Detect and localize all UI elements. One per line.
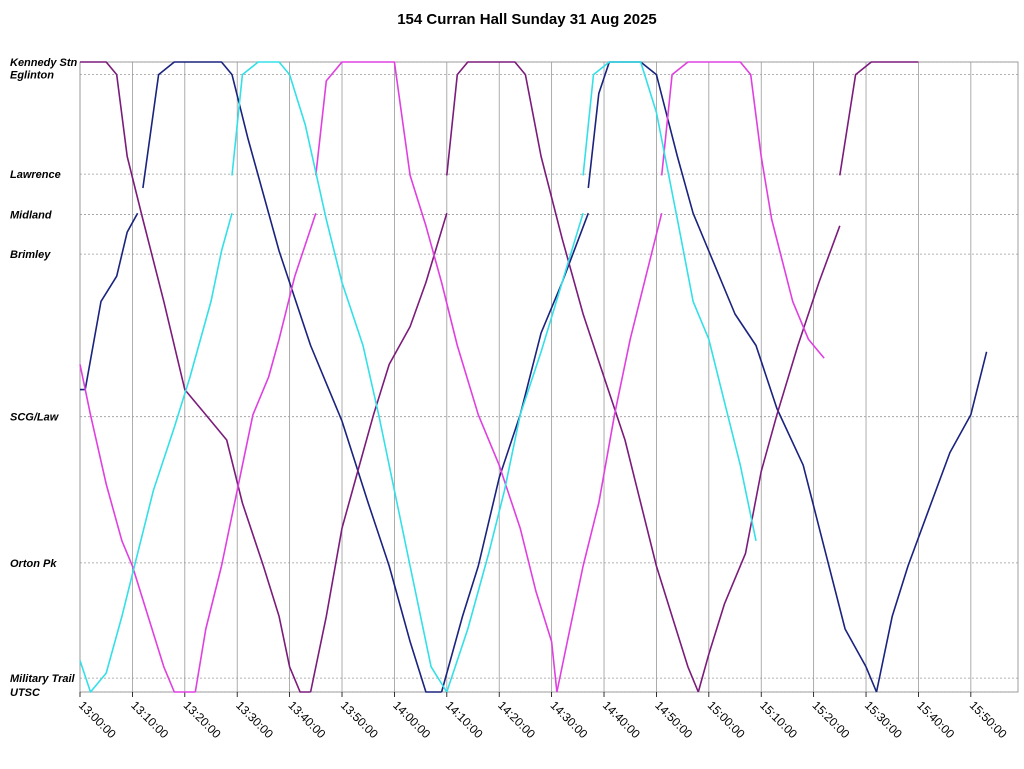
x-tick-label: 13:20:00 [181,698,224,741]
stop-label: Orton Pk [10,558,57,570]
series-lines [79,61,988,693]
x-tick-label: 14:00:00 [390,698,433,741]
x-tick-label: 14:30:00 [547,698,590,741]
plot-frame [79,61,1019,693]
bus-trip-line [79,364,196,693]
grid-lines [79,61,1019,697]
x-tick-labels: 13:00:00 13:10:00 13:20:00 13:30:00 13:40:00… [76,698,1010,741]
stop-label: Midland [10,209,52,221]
x-tick-label: 14:50:00 [652,698,695,741]
bus-trip-line [446,212,584,693]
stop-label: UTSC [10,687,41,699]
x-tick-label: 15:00:00 [705,698,748,741]
bus-trip-line [440,212,590,693]
x-tick-label: 14:10:00 [443,698,486,741]
bus-trip-line [315,61,558,693]
bus-trip-line [194,212,317,693]
bus-trip-line [80,61,311,693]
bus-trip-line [587,61,878,693]
bus-trip-line [446,61,700,693]
x-tick-label: 13:00:00 [76,698,119,741]
x-tick-label: 13:30:00 [233,698,276,741]
bus-trip-line [660,61,825,359]
x-tick-label: 14:20:00 [495,698,538,741]
x-tick-label: 13:40:00 [285,698,328,741]
bus-trip-line [142,61,442,693]
bus-trip-line [231,61,448,693]
bus-trip-line [556,213,663,693]
stop-label: Lawrence [10,169,61,181]
x-tick-label: 15:30:00 [862,698,905,741]
bus-trip-line [80,212,139,391]
stop-label: Eglinton [10,70,54,82]
stop-label: Military Trail [10,673,76,685]
x-tick-label: 15:10:00 [757,698,800,741]
x-tick-label: 13:50:00 [338,698,381,741]
stop-label: Brimley [10,249,51,261]
bus-trip-line [79,212,233,693]
bus-trip-line [697,225,841,693]
bus-trip-line [875,351,988,693]
stop-label: SCG/Law [10,412,60,424]
x-tick-label: 13:10:00 [128,698,171,741]
stop-label: Kennedy Stn [10,57,78,69]
chart-title: 154 Curran Hall Sunday 31 Aug 2025 [397,11,657,28]
bus-trip-line [839,61,919,176]
bus-trip-line [309,212,448,693]
bus-trip-line [582,61,757,541]
x-tick-label: 15:20:00 [810,698,853,741]
x-tick-label: 15:40:00 [914,698,957,741]
x-tick-label: 14:40:00 [600,698,643,741]
x-tick-label: 15:50:00 [967,698,1010,741]
